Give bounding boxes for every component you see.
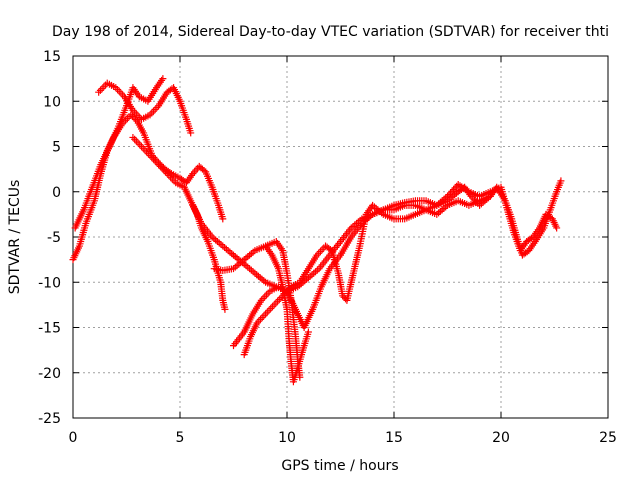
- data-point: [131, 135, 139, 143]
- data-point: [262, 310, 270, 318]
- data-point: [221, 305, 229, 313]
- data-point: [265, 306, 273, 314]
- y-tick-label: -25: [38, 411, 61, 427]
- chart-title: Day 198 of 2014, Sidereal Day-to-day VTE…: [52, 24, 609, 40]
- data-point: [272, 299, 280, 307]
- data-point: [260, 312, 268, 320]
- data-point: [153, 159, 161, 167]
- series-arc-2: [95, 79, 195, 137]
- data-point: [132, 116, 140, 124]
- data-point: [102, 81, 110, 89]
- y-tick-label: -10: [38, 275, 61, 291]
- x-tick-label: 5: [176, 430, 185, 446]
- x-tick-labels: 0 5 10 15 20 25: [69, 430, 617, 446]
- data-point: [129, 133, 137, 141]
- data-point: [200, 166, 208, 174]
- y-tick-label: 0: [52, 185, 61, 201]
- series-arc-3: [71, 75, 167, 232]
- data-point: [219, 215, 227, 223]
- y-tick-labels: -25 -20 -15 -10 -5 0 5 10 15: [38, 49, 61, 427]
- data-point: [451, 184, 459, 192]
- data-point: [316, 247, 324, 255]
- series-arc-7: [230, 181, 561, 350]
- data-point: [275, 295, 283, 303]
- series-arc-9: [262, 242, 312, 386]
- series-arc-5: [189, 177, 565, 295]
- data-point: [447, 189, 455, 197]
- data-point: [98, 85, 106, 93]
- series-arc-6: [210, 238, 304, 381]
- y-tick-label: 15: [43, 49, 61, 65]
- y-tick-label: 5: [52, 140, 61, 156]
- y-axis-label: SDTVAR / TECUs: [7, 180, 23, 295]
- data-point: [450, 186, 458, 194]
- data-point: [95, 88, 103, 96]
- x-tick-label: 25: [599, 430, 617, 446]
- data-point: [557, 177, 565, 185]
- x-tick-label: 10: [278, 430, 296, 446]
- y-tick-label: -15: [38, 321, 61, 337]
- y-tick-label: 10: [43, 94, 61, 110]
- x-tick-label: 15: [385, 430, 403, 446]
- data-point: [444, 192, 451, 200]
- data-point: [270, 301, 278, 309]
- series-arc-8: [240, 192, 494, 359]
- data-point: [128, 112, 136, 120]
- data-point: [139, 144, 147, 152]
- data-point: [115, 87, 123, 95]
- x-tick-label: 20: [492, 430, 510, 446]
- y-tick-label: -5: [47, 230, 61, 246]
- data-point: [256, 315, 264, 323]
- data-point: [258, 314, 266, 322]
- data-point: [448, 187, 456, 195]
- data-point: [132, 137, 140, 145]
- data-point: [159, 75, 167, 83]
- data-point: [137, 143, 145, 150]
- data-point: [304, 328, 312, 336]
- data-point: [261, 293, 269, 301]
- data-point: [262, 291, 270, 299]
- data-point: [187, 129, 195, 137]
- data-point: [553, 224, 561, 232]
- data-point: [445, 191, 453, 199]
- y-tick-label: -20: [38, 366, 61, 382]
- data-point: [149, 107, 157, 115]
- ticks-layer: [72, 55, 609, 419]
- data-point: [136, 141, 144, 149]
- data-point: [274, 297, 282, 305]
- x-axis-label: GPS time / hours: [281, 458, 398, 474]
- data-point: [486, 192, 494, 200]
- data-points: [69, 75, 565, 386]
- data-point: [134, 139, 142, 147]
- data-point: [267, 304, 275, 312]
- data-point: [127, 111, 135, 119]
- data-point: [151, 105, 159, 113]
- data-point: [117, 89, 125, 97]
- data-point: [96, 86, 104, 94]
- series-arc-4: [129, 133, 229, 313]
- data-point: [268, 303, 276, 311]
- x-tick-label: 0: [69, 430, 78, 446]
- data-point: [263, 308, 271, 316]
